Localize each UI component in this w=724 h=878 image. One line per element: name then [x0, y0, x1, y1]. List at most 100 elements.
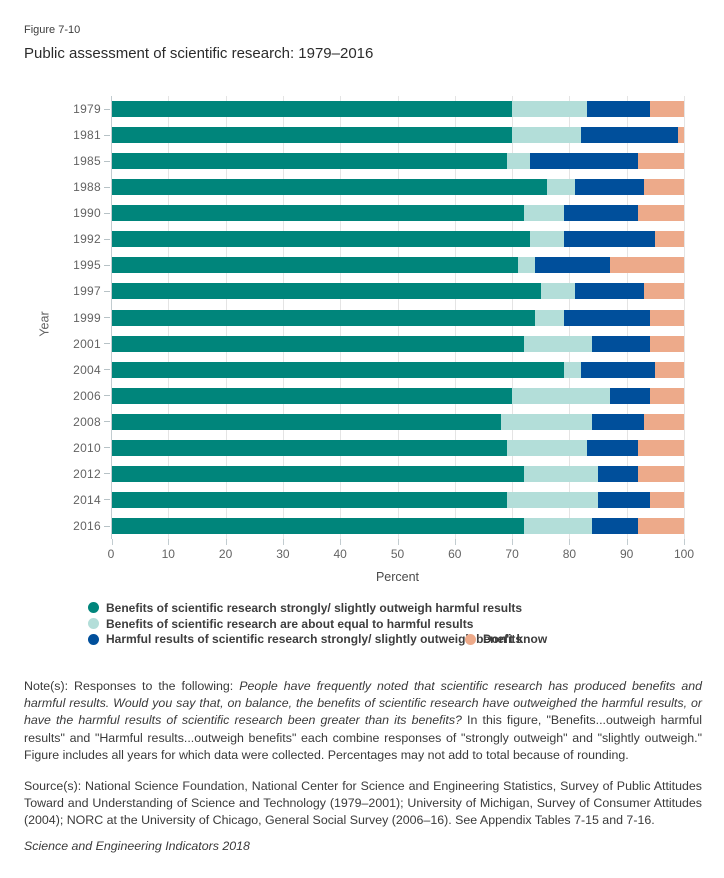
chart-row: [112, 513, 684, 539]
year-label-row: 2010: [0, 435, 110, 461]
year-tick: [104, 238, 110, 240]
legend-item-dont-know: Don't know: [465, 632, 547, 646]
year-tick: [104, 290, 110, 292]
year-label-row: 2004: [0, 357, 110, 383]
chart-row: [112, 122, 684, 148]
bar-segment: [112, 257, 519, 274]
year-label-row: 1992: [0, 226, 110, 252]
chart-row: [112, 148, 684, 174]
year-label-row: 1990: [0, 200, 110, 226]
bar-segment: [592, 518, 639, 535]
bars-container: [112, 96, 684, 539]
year-label-row: 2001: [0, 331, 110, 357]
publication-footer: Science and Engineering Indicators 2018: [24, 839, 250, 853]
year-tick: [104, 395, 110, 397]
chart-row: [112, 383, 684, 409]
axis-tick: [340, 539, 342, 545]
x-tick-label: 70: [505, 547, 519, 561]
bar-segment: [649, 491, 684, 508]
notes-question-text: People have frequently noted that scient…: [24, 679, 702, 728]
bar-segment: [609, 257, 684, 274]
chart-row: [112, 357, 684, 383]
chart-row: [112, 200, 684, 226]
notes-paragraph: Note(s): Responses to the following: Peo…: [24, 678, 702, 764]
year-label: 2001: [73, 336, 101, 351]
year-label: 1999: [73, 310, 101, 325]
axis-tick: [225, 539, 227, 545]
year-label-row: 1988: [0, 174, 110, 200]
bar-segment: [643, 179, 684, 196]
year-label: 1981: [73, 128, 101, 143]
bar-segment: [678, 127, 684, 144]
bar-segment: [643, 413, 684, 430]
legend-label: Benefits of scientific research are abou…: [106, 616, 474, 631]
bar-segment: [523, 205, 564, 222]
bar-segment: [638, 465, 684, 482]
year-label-row: 1995: [0, 252, 110, 278]
bar-segment: [581, 127, 679, 144]
notes-text: In this figure, "Benefits...outweigh har…: [24, 713, 702, 762]
bar-segment: [112, 309, 536, 326]
bar-segment: [529, 153, 639, 170]
year-tick: [104, 421, 110, 423]
x-axis-tick-labels: 0 10 20 30 40 50 60 70 80 90 100: [107, 547, 694, 561]
year-tick: [104, 134, 110, 136]
x-tick-label: 90: [620, 547, 634, 561]
year-label: 2010: [73, 440, 101, 455]
bar-segment: [638, 205, 684, 222]
axis-tick: [112, 539, 113, 545]
x-tick-label: 80: [562, 547, 577, 561]
bar-segment: [575, 283, 644, 300]
bar-segment: [586, 439, 639, 456]
stacked-bar: [112, 179, 684, 196]
bar-segment: [112, 179, 547, 196]
stacked-bar: [112, 518, 684, 535]
year-label-row: 2008: [0, 409, 110, 435]
year-tick: [104, 369, 110, 371]
stacked-bar: [112, 335, 684, 352]
bar-segment: [541, 283, 576, 300]
year-label: 2014: [73, 492, 101, 507]
year-tick: [104, 264, 110, 266]
bar-segment: [518, 257, 536, 274]
bar-segment: [638, 518, 684, 535]
chart-row: [112, 461, 684, 487]
year-label: 1995: [73, 258, 101, 273]
bar-segment: [112, 465, 524, 482]
stacked-bar: [112, 387, 684, 404]
year-label-row: 1981: [0, 122, 110, 148]
bar-segment: [506, 153, 530, 170]
bar-segment: [112, 101, 513, 118]
axis-tick: [282, 539, 284, 545]
stacked-bar: [112, 101, 684, 118]
year-tick: [104, 473, 110, 475]
chart-row: [112, 435, 684, 461]
stacked-bar: [112, 491, 684, 508]
year-label: 2006: [73, 388, 101, 403]
x-tick-label: 0: [107, 547, 115, 561]
bar-segment: [535, 309, 564, 326]
legend-dot: [465, 633, 476, 645]
bar-segment: [500, 413, 593, 430]
year-label-row: 2014: [0, 487, 110, 513]
bar-segment: [112, 518, 524, 535]
year-tick: [104, 160, 110, 162]
year-label: 1990: [73, 206, 101, 221]
bar-segment: [112, 205, 524, 222]
bar-segment: [512, 127, 582, 144]
stacked-bar: [112, 439, 684, 456]
bar-segment: [638, 153, 684, 170]
x-tick-label: 20: [218, 547, 233, 561]
chart-row: [112, 409, 684, 435]
legend-dot: [88, 633, 99, 645]
axis-tick: [512, 539, 514, 545]
bar-segment: [112, 335, 524, 352]
year-label: 2008: [73, 414, 101, 429]
stacked-bar-chart: Year 1979 1981 1985 1988 1990 1992 1995 1997 199…: [0, 96, 694, 584]
chart-row: [112, 305, 684, 331]
year-label-row: 1999: [0, 305, 110, 331]
chart-row: [112, 174, 684, 200]
year-label: 1979: [73, 102, 101, 117]
legend-item: Harmful results of scientific research s…: [88, 631, 688, 647]
stacked-bar: [112, 257, 684, 274]
